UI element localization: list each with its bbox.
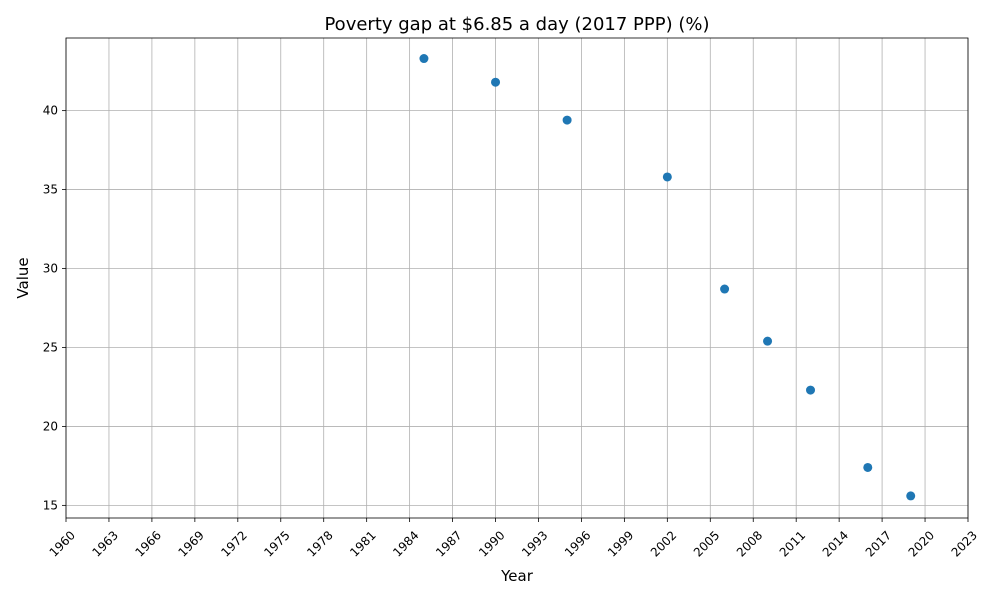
y-tick-label: 40 [43, 104, 58, 118]
x-tick-label: 2002 [648, 528, 679, 559]
data-point [763, 336, 773, 346]
x-tick-label: 2005 [691, 528, 722, 559]
data-point [906, 491, 916, 501]
y-tick-label: 35 [43, 183, 58, 197]
x-tick-label: 2023 [949, 528, 980, 559]
x-tick-label: 1996 [562, 528, 593, 559]
x-tick-label: 2011 [777, 528, 808, 559]
y-tick-label: 30 [43, 262, 58, 276]
x-tick-label: 1984 [390, 528, 421, 559]
data-point [662, 172, 672, 182]
x-tick-label: 1999 [605, 528, 636, 559]
x-tick-label: 2020 [906, 528, 937, 559]
chart-title: Poverty gap at $6.85 a day (2017 PPP) (%… [324, 14, 709, 35]
data-point [491, 77, 501, 87]
plot-frame [65, 37, 969, 519]
x-tick-label: 1963 [90, 528, 121, 559]
x-tick-label: 2008 [734, 528, 765, 559]
x-tick-label: 2014 [820, 528, 851, 559]
x-tick-label: 1966 [132, 528, 163, 559]
x-tick-label: 1990 [476, 528, 507, 559]
data-point [562, 115, 572, 125]
x-tick-label: 1978 [304, 528, 335, 559]
x-tick-label: 1960 [47, 528, 78, 559]
data-point [863, 462, 873, 472]
x-tick-label: 1981 [347, 528, 378, 559]
y-tick-label: 15 [43, 498, 58, 512]
x-tick-label: 1987 [433, 528, 464, 559]
x-tick-label: 1993 [519, 528, 550, 559]
x-tick-label: 2017 [863, 528, 894, 559]
y-axis-label: Value [14, 257, 32, 298]
data-point [419, 54, 429, 64]
data-point [720, 284, 730, 294]
x-tick-label: 1975 [261, 528, 292, 559]
y-tick-label: 25 [43, 340, 58, 354]
x-tick-label: 1969 [175, 528, 206, 559]
data-point [806, 385, 816, 395]
data-points [419, 54, 916, 501]
grid-lines [65, 38, 969, 518]
x-axis-label: Year [500, 567, 534, 585]
x-tick-label: 1972 [218, 528, 249, 559]
y-tick-label: 20 [43, 419, 58, 433]
